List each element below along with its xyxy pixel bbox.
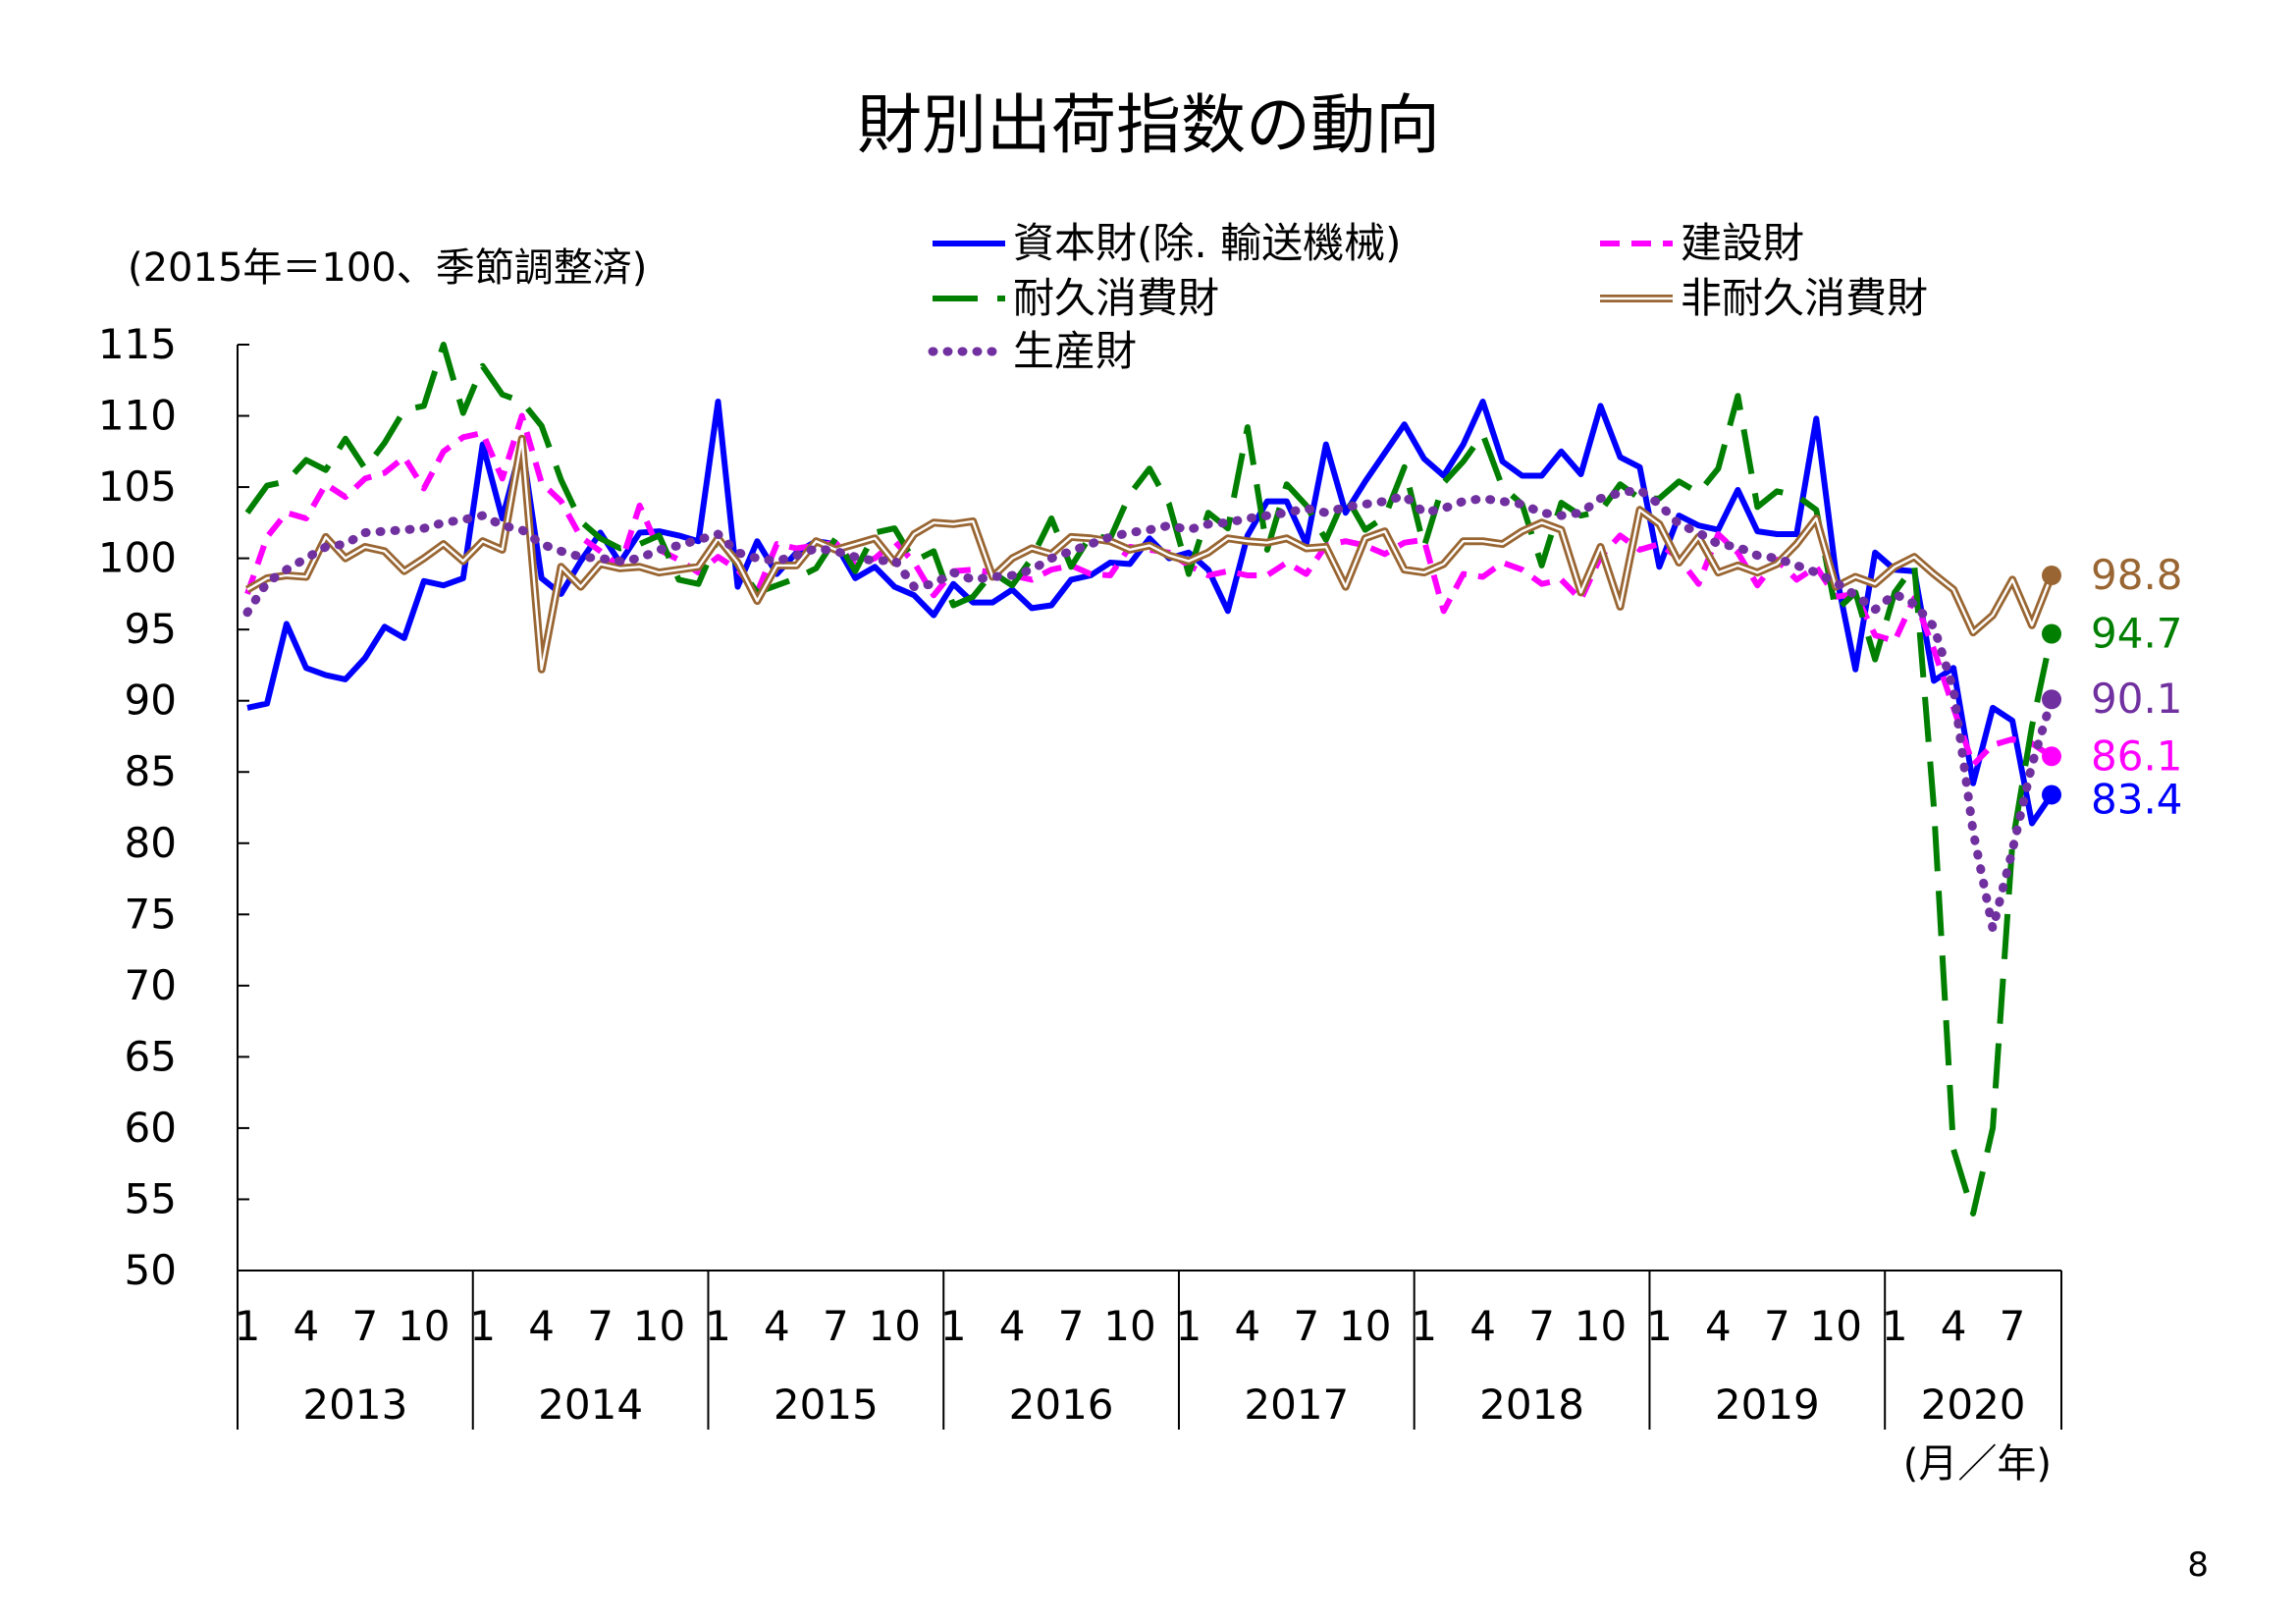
y-tick-label: 95 <box>125 605 177 653</box>
end-labels: 98.8 94.7 90.1 86.183.4 <box>2091 551 2183 823</box>
series-end-marker <box>2042 746 2062 767</box>
x-month-label: 1 <box>235 1302 261 1350</box>
x-year-label: 2017 <box>1244 1380 1349 1429</box>
series-end-marker <box>2042 566 2062 586</box>
y-tick-label: 115 <box>98 320 177 368</box>
series-end-label: 86.1 <box>2091 731 2183 780</box>
x-month-label: 7 <box>1293 1302 1319 1350</box>
legend-label: 資本財(除. 輸送機械) <box>1013 219 1401 267</box>
legend-label: 耐久消費財 <box>1013 274 1219 322</box>
series-line <box>246 399 2055 827</box>
series-end-marker <box>2042 689 2062 710</box>
series-end-label: 90.1 <box>2091 675 2183 723</box>
x-month-label: 4 <box>528 1302 555 1350</box>
x-month-label: 7 <box>823 1302 849 1350</box>
y-tick-label: 55 <box>125 1174 177 1222</box>
x-month-label: 4 <box>1941 1302 1967 1350</box>
x-month-label: 1 <box>1646 1302 1673 1350</box>
x-year-label: 2018 <box>1479 1380 1584 1429</box>
legend-label: 建設財 <box>1681 219 1804 267</box>
legend-item: 耐久消費財 <box>933 274 1219 322</box>
y-tick-label: 65 <box>125 1032 177 1080</box>
x-month-label: 7 <box>587 1302 614 1350</box>
legend-item: 資本財(除. 輸送機械) <box>933 219 1401 267</box>
x-month-label: 7 <box>1528 1302 1555 1350</box>
series-end-label: 98.8 <box>2091 551 2183 599</box>
y-tick-label: 80 <box>125 819 177 867</box>
x-month-label: 4 <box>764 1302 790 1350</box>
series-line <box>242 485 2056 934</box>
x-month-label: 1 <box>469 1302 496 1350</box>
series-end-marker <box>2042 785 2062 805</box>
x-year-label: 2020 <box>1921 1380 2026 1429</box>
y-tick-label: 100 <box>98 534 177 582</box>
y-axis-unit-label: (2015年＝100、季節調整済) <box>128 245 647 291</box>
x-month-label: 1 <box>1176 1302 1202 1350</box>
x-month-label: 10 <box>1103 1302 1155 1350</box>
series-end-label: 94.7 <box>2091 610 2183 658</box>
x-month-label: 10 <box>1810 1302 1862 1350</box>
x-year-label: 2015 <box>774 1380 879 1429</box>
x-month-label: 7 <box>2000 1302 2026 1350</box>
y-tick-label: 60 <box>125 1104 177 1152</box>
legend-item: 生産財 <box>928 327 1137 375</box>
x-month-label: 10 <box>869 1302 921 1350</box>
plot-area <box>242 342 2062 1217</box>
x-month-label: 10 <box>633 1302 685 1350</box>
series-end-marker <box>2042 623 2062 644</box>
y-tick-label: 90 <box>125 677 177 725</box>
legend-item: 建設財 <box>1600 219 1804 267</box>
x-month-label: 4 <box>999 1302 1026 1350</box>
x-month-label: 1 <box>705 1302 731 1350</box>
series-end-label: 83.4 <box>2091 775 2183 823</box>
x-month-label: 4 <box>294 1302 320 1350</box>
x-month-label: 10 <box>398 1302 450 1350</box>
x-month-label: 10 <box>1575 1302 1627 1350</box>
y-tick-label: 75 <box>125 890 177 938</box>
y-tick-label: 85 <box>125 747 177 795</box>
x-year-label: 2014 <box>538 1380 643 1429</box>
x-month-label: 7 <box>351 1302 378 1350</box>
x-month-label: 7 <box>1764 1302 1790 1350</box>
x-month-label: 4 <box>1469 1302 1496 1350</box>
x-month-label: 4 <box>1705 1302 1732 1350</box>
legend-label: 非耐久消費財 <box>1681 274 1928 322</box>
x-month-label: 1 <box>1882 1302 1908 1350</box>
x-month-label: 1 <box>1411 1302 1437 1350</box>
page-number: 8 <box>2187 1545 2209 1585</box>
y-tick-label: 110 <box>98 392 177 440</box>
x-month-label: 4 <box>1235 1302 1261 1350</box>
x-year-label: 2019 <box>1715 1380 1820 1429</box>
x-month-label: 7 <box>1058 1302 1085 1350</box>
x-year-label: 2013 <box>302 1380 407 1429</box>
series-line <box>244 342 2055 1217</box>
y-tick-label: 105 <box>98 462 177 511</box>
chart-title: 財別出荷指数の動向 <box>857 87 1440 163</box>
series-line <box>244 434 2056 674</box>
x-month-label: 10 <box>1339 1302 1391 1350</box>
x-axis-unit-label: (月／年) <box>1903 1441 2052 1487</box>
y-tick-label: 70 <box>125 961 177 1009</box>
y-tick-label: 50 <box>125 1246 177 1294</box>
legend-item: 非耐久消費財 <box>1600 274 1928 322</box>
x-year-label: 2016 <box>1009 1380 1114 1429</box>
x-month-label: 1 <box>940 1302 967 1350</box>
legend-label: 生産財 <box>1013 327 1137 375</box>
